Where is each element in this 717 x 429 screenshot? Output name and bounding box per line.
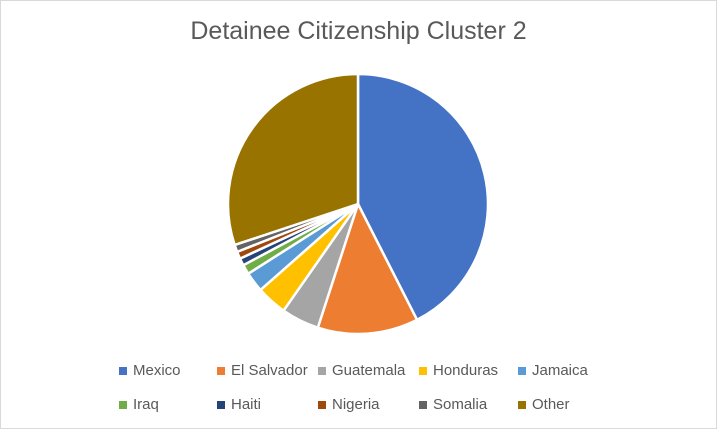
pie-slice-mexico [356,72,490,322]
pie-slice-el-salvador [316,202,419,336]
chart-title: Detainee Citizenship Cluster 2 [190,17,527,45]
pie-slice-other [226,72,360,247]
